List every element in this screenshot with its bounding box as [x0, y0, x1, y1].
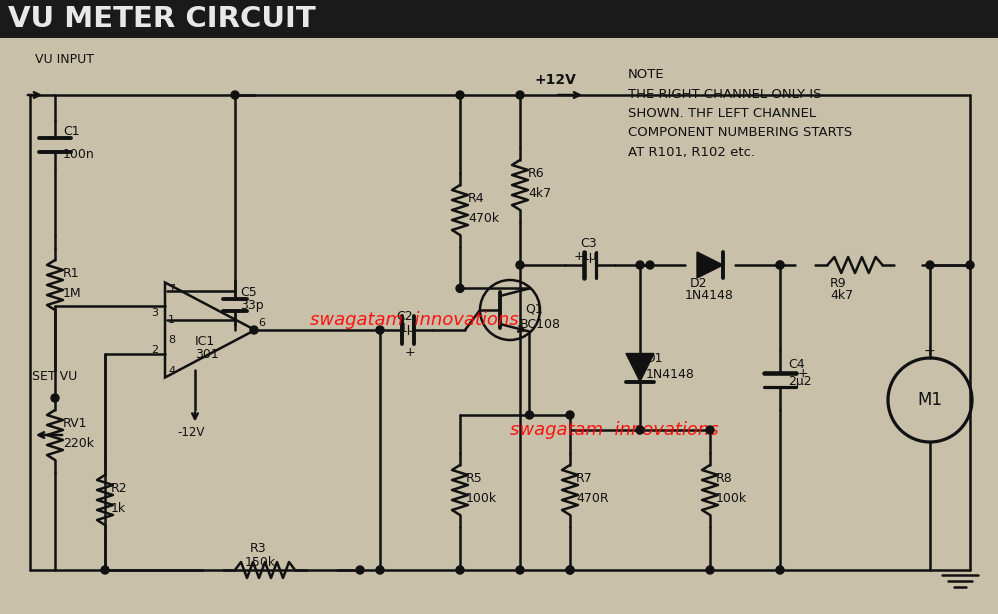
- Text: 1N4148: 1N4148: [646, 368, 695, 381]
- Text: 220k: 220k: [63, 437, 94, 450]
- Text: VU INPUT: VU INPUT: [35, 53, 94, 66]
- Text: 6: 6: [258, 318, 265, 328]
- Text: 8: 8: [168, 335, 175, 345]
- Text: +: +: [405, 346, 415, 359]
- Text: R6: R6: [528, 167, 545, 180]
- Text: R2: R2: [111, 482, 128, 495]
- Text: 100k: 100k: [466, 492, 497, 505]
- Circle shape: [516, 566, 524, 574]
- Circle shape: [250, 326, 258, 334]
- Text: 2: 2: [151, 345, 158, 355]
- Circle shape: [356, 566, 364, 574]
- Text: 1M: 1M: [63, 287, 82, 300]
- Text: 1k: 1k: [111, 502, 126, 515]
- Text: RV1: RV1: [63, 417, 88, 430]
- Bar: [0, 0, 998, 38]
- Text: R5: R5: [466, 472, 483, 485]
- Circle shape: [566, 566, 574, 574]
- Text: 4k7: 4k7: [528, 187, 551, 200]
- Circle shape: [646, 261, 654, 269]
- Polygon shape: [626, 354, 654, 381]
- Text: 1μ: 1μ: [582, 250, 598, 263]
- Circle shape: [516, 91, 524, 99]
- Text: D1: D1: [646, 352, 664, 365]
- Circle shape: [706, 426, 714, 434]
- Text: R3: R3: [250, 542, 266, 555]
- Text: 4k7: 4k7: [830, 289, 853, 302]
- Text: swagatam  innovations: swagatam innovations: [510, 421, 719, 439]
- Text: +12V: +12V: [535, 73, 577, 87]
- Text: C1: C1: [63, 125, 80, 138]
- Circle shape: [456, 566, 464, 574]
- Text: M1: M1: [917, 391, 942, 409]
- Text: R7: R7: [576, 472, 593, 485]
- Text: R1: R1: [63, 267, 80, 280]
- Text: R9: R9: [830, 277, 846, 290]
- Circle shape: [706, 566, 714, 574]
- Text: 3: 3: [151, 308, 158, 318]
- Text: 7: 7: [168, 284, 175, 295]
- Text: swagatam  innovations: swagatam innovations: [310, 311, 519, 329]
- Text: 4: 4: [168, 365, 175, 376]
- Text: 470k: 470k: [468, 212, 499, 225]
- Text: Q1: Q1: [525, 302, 543, 315]
- Text: 1μ: 1μ: [400, 322, 416, 335]
- Text: C4: C4: [788, 358, 804, 371]
- Text: SET VU: SET VU: [32, 370, 77, 383]
- Circle shape: [776, 566, 784, 574]
- Circle shape: [456, 91, 464, 99]
- Circle shape: [776, 261, 784, 269]
- Text: 150k: 150k: [245, 556, 276, 569]
- Text: IC1: IC1: [195, 335, 216, 348]
- Circle shape: [231, 91, 239, 99]
- Text: BC108: BC108: [520, 318, 561, 331]
- Circle shape: [376, 566, 384, 574]
- Text: 2μ2: 2μ2: [788, 375, 811, 388]
- Text: VU METER CIRCUIT: VU METER CIRCUIT: [8, 5, 315, 33]
- Text: 33p: 33p: [240, 298, 263, 311]
- Text: C3: C3: [580, 237, 597, 250]
- Polygon shape: [697, 252, 723, 278]
- Text: -12V: -12V: [177, 426, 205, 438]
- Text: 100n: 100n: [63, 148, 95, 161]
- Text: D2: D2: [690, 277, 708, 290]
- Text: 301: 301: [195, 348, 219, 361]
- Circle shape: [51, 394, 59, 402]
- Text: R4: R4: [468, 192, 485, 205]
- Text: 1: 1: [168, 315, 175, 325]
- Circle shape: [776, 261, 784, 269]
- Circle shape: [526, 411, 534, 419]
- Circle shape: [456, 284, 464, 292]
- Text: R8: R8: [716, 472, 733, 485]
- Circle shape: [926, 261, 934, 269]
- Text: C2: C2: [396, 310, 412, 323]
- Text: 470R: 470R: [576, 492, 609, 505]
- Text: C5: C5: [240, 286, 256, 298]
- Circle shape: [101, 566, 109, 574]
- Circle shape: [516, 261, 524, 269]
- Circle shape: [566, 566, 574, 574]
- Circle shape: [636, 426, 644, 434]
- Circle shape: [566, 411, 574, 419]
- Text: +: +: [924, 344, 935, 358]
- Text: NOTE
THE RIGHT CHANNEL ONLY IS
SHOWN. THF LEFT CHANNEL
COMPONENT NUMBERING START: NOTE THE RIGHT CHANNEL ONLY IS SHOWN. TH…: [628, 68, 852, 159]
- Text: +: +: [798, 367, 808, 380]
- Circle shape: [636, 261, 644, 269]
- Circle shape: [376, 326, 384, 334]
- Text: +: +: [574, 250, 585, 263]
- Text: 100k: 100k: [716, 492, 748, 505]
- Circle shape: [966, 261, 974, 269]
- Text: 1N4148: 1N4148: [685, 289, 734, 302]
